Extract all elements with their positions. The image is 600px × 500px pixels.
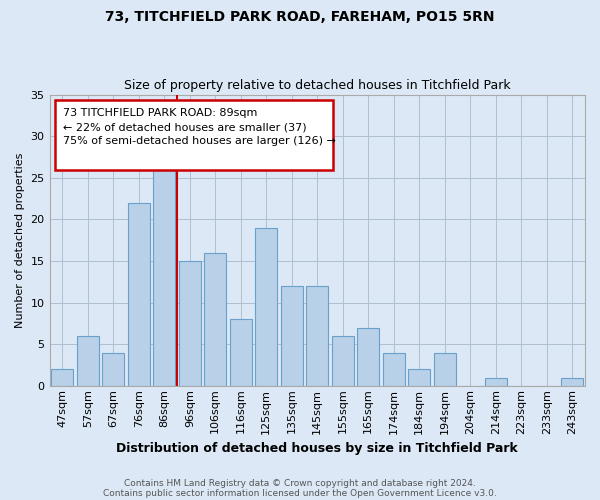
Bar <box>77 336 98 386</box>
X-axis label: Distribution of detached houses by size in Titchfield Park: Distribution of detached houses by size … <box>116 442 518 455</box>
Bar <box>256 228 277 386</box>
Bar <box>307 286 328 386</box>
Bar <box>179 261 200 386</box>
Bar <box>52 369 73 386</box>
Bar <box>434 352 455 386</box>
Bar <box>103 352 124 386</box>
Bar <box>230 320 251 386</box>
Bar <box>358 328 379 386</box>
Bar <box>281 286 302 386</box>
Bar <box>332 336 353 386</box>
Text: 73, TITCHFIELD PARK ROAD, FAREHAM, PO15 5RN: 73, TITCHFIELD PARK ROAD, FAREHAM, PO15 … <box>105 10 495 24</box>
Bar <box>485 378 506 386</box>
FancyBboxPatch shape <box>55 100 334 170</box>
Bar <box>128 203 149 386</box>
Bar <box>562 378 583 386</box>
Text: 73 TITCHFIELD PARK ROAD: 89sqm
← 22% of detached houses are smaller (37)
75% of : 73 TITCHFIELD PARK ROAD: 89sqm ← 22% of … <box>63 108 336 146</box>
Bar <box>205 252 226 386</box>
Title: Size of property relative to detached houses in Titchfield Park: Size of property relative to detached ho… <box>124 79 511 92</box>
Bar <box>154 161 175 386</box>
Text: Contains public sector information licensed under the Open Government Licence v3: Contains public sector information licen… <box>103 488 497 498</box>
Text: Contains HM Land Registry data © Crown copyright and database right 2024.: Contains HM Land Registry data © Crown c… <box>124 478 476 488</box>
Bar <box>383 352 404 386</box>
Bar <box>409 369 430 386</box>
Y-axis label: Number of detached properties: Number of detached properties <box>15 152 25 328</box>
